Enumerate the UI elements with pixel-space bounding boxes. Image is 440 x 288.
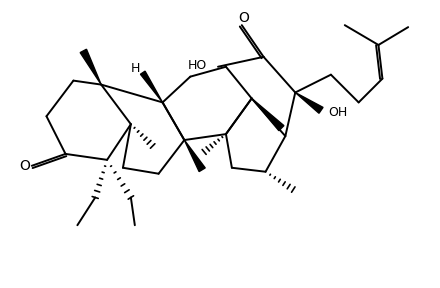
Polygon shape — [80, 49, 101, 85]
Text: O: O — [238, 11, 249, 25]
Text: H: H — [131, 62, 140, 75]
Polygon shape — [295, 92, 323, 113]
Polygon shape — [140, 71, 162, 103]
Text: O: O — [19, 159, 30, 173]
Polygon shape — [252, 98, 284, 131]
Text: HO: HO — [188, 59, 207, 72]
Polygon shape — [184, 140, 205, 172]
Text: OH: OH — [328, 106, 347, 119]
